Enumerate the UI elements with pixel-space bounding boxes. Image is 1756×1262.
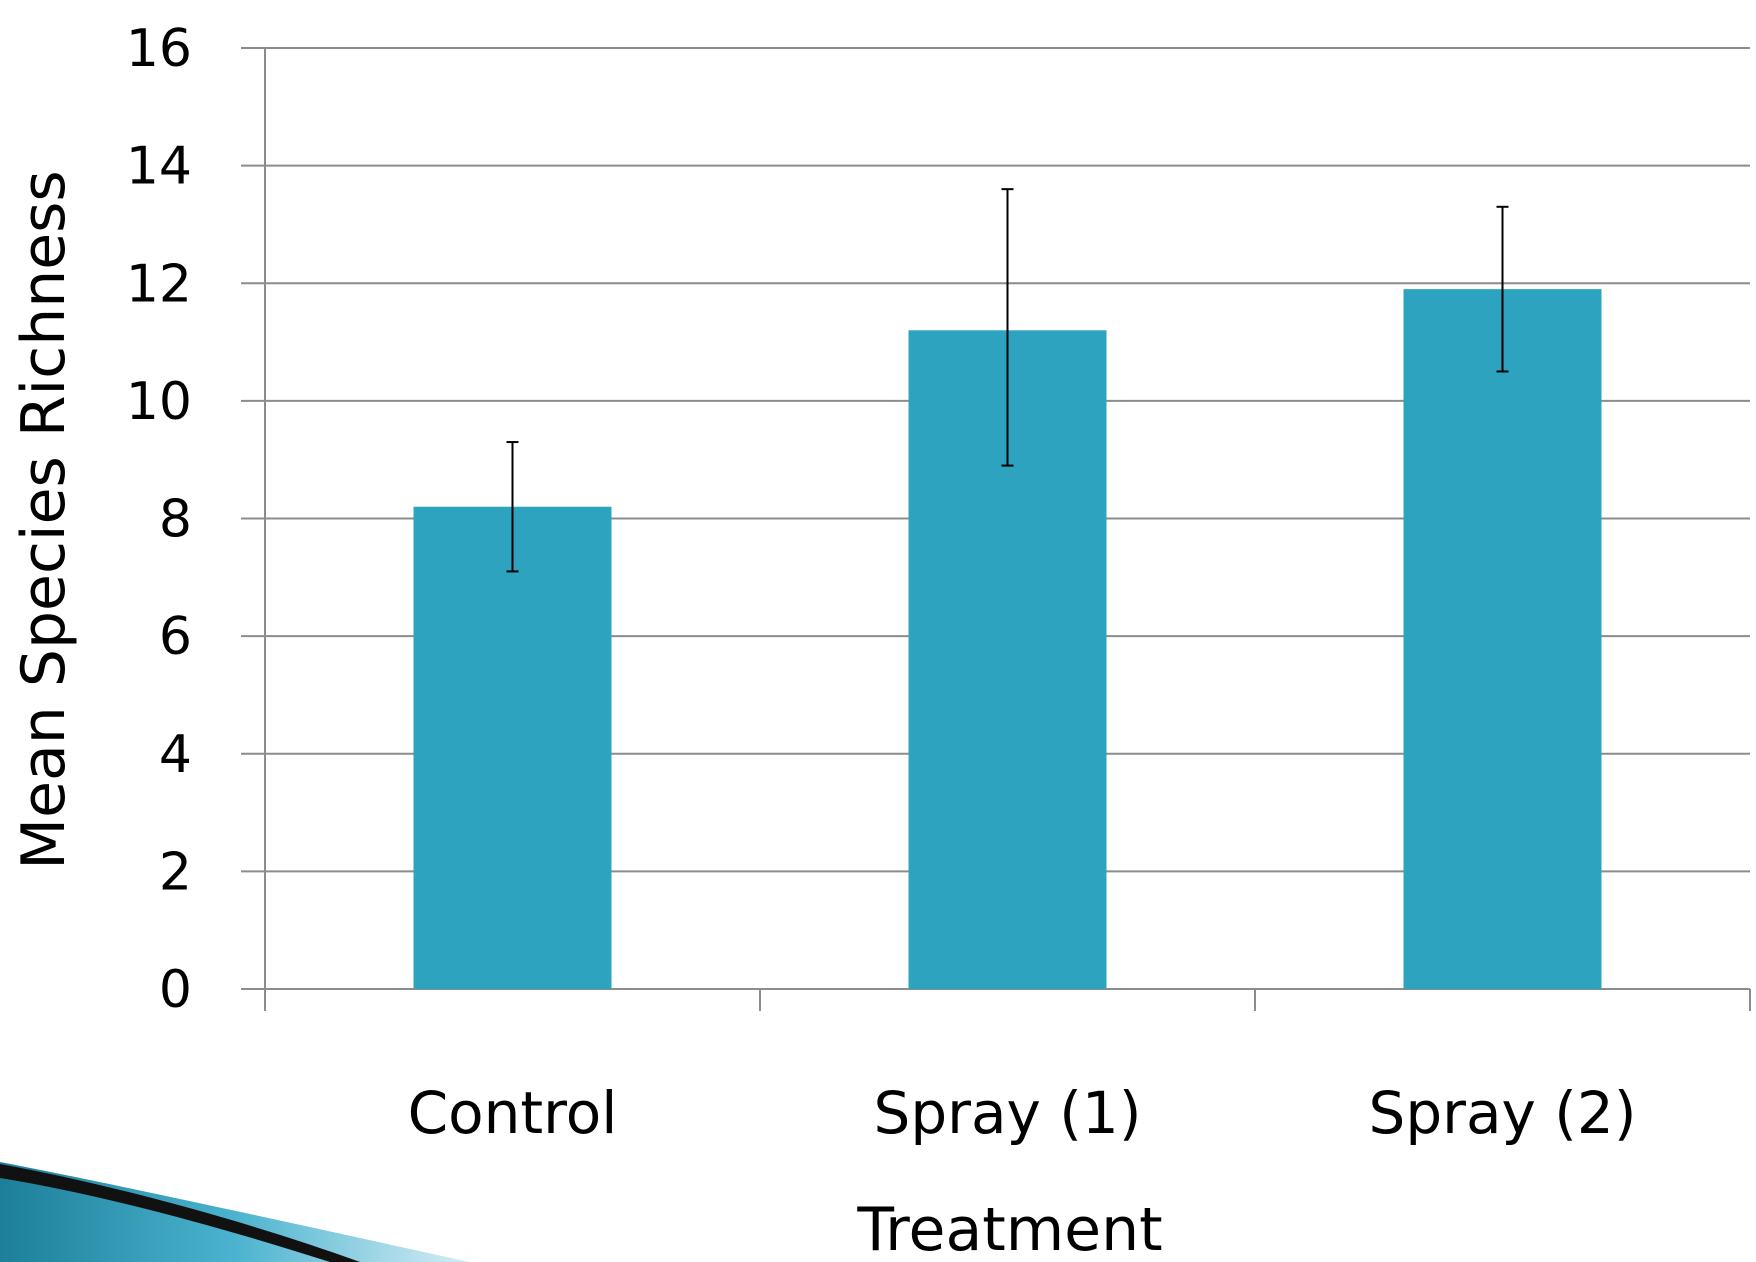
bar — [1403, 289, 1602, 990]
y-tick-label: 4 — [159, 725, 192, 785]
y-tick-label: 16 — [126, 19, 192, 79]
x-tick-label: Spray (2) — [1369, 1079, 1637, 1147]
bar — [413, 506, 612, 989]
labels: 0 2 4 6 8 10 12 14 16 Control Spray (1) Spray (2) — [126, 19, 1637, 1147]
x-tick-label: Control — [408, 1079, 618, 1147]
y-tick-label: 10 — [126, 372, 192, 432]
y-tick-label: 14 — [126, 137, 192, 197]
error-bar — [1496, 205, 1509, 373]
x-axis-title: Treatment — [856, 1195, 1162, 1262]
y-axis-title: Mean Species Richness — [9, 170, 79, 869]
y-tick-label: 6 — [159, 607, 192, 667]
y-tick-label: 8 — [159, 490, 192, 550]
y-tick-label: 2 — [159, 842, 192, 902]
error-bar — [1001, 188, 1014, 467]
decorative-swoosh — [0, 1162, 470, 1262]
error-bar — [506, 441, 519, 573]
error-bars — [506, 188, 1509, 573]
x-tick-label: Spray (1) — [874, 1079, 1142, 1147]
y-tick-label: 0 — [159, 960, 192, 1020]
y-tick-label: 12 — [126, 254, 192, 314]
bars — [413, 289, 1602, 990]
